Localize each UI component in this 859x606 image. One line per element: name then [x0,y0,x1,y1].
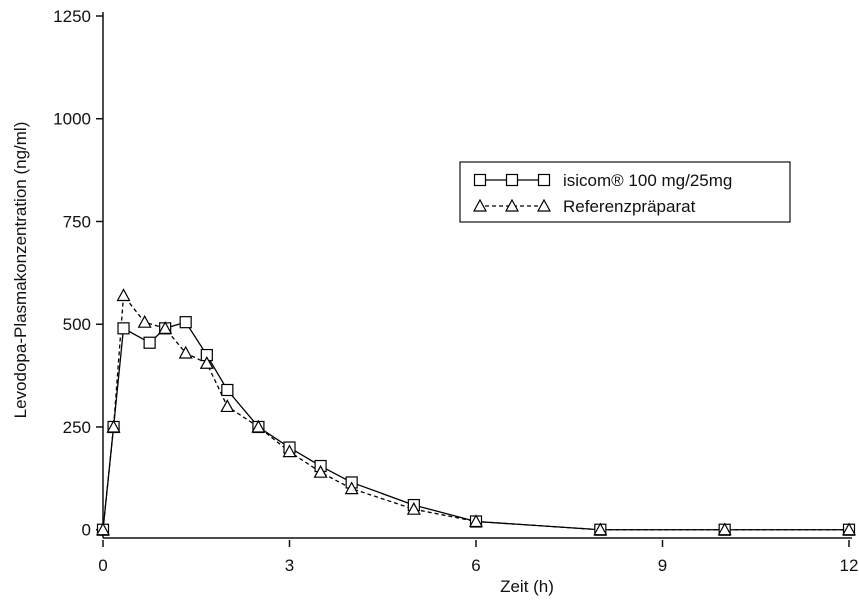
legend-marker [473,173,487,187]
legend-marker [505,173,519,187]
data-point [178,345,193,359]
data-point [406,501,421,515]
data-point [95,522,111,536]
series-line [102,321,849,531]
legend-marker [504,198,520,212]
data-point [143,336,156,349]
data-point [468,514,484,528]
y-tick-label: 500 [63,315,91,334]
legend [459,161,791,223]
y-tick-label: 250 [63,418,91,437]
y-tick-label: 1250 [53,7,91,26]
y-tick-label: 0 [82,521,91,540]
data-point [841,522,857,536]
x-axis-label: Zeit (h) [500,577,554,596]
x-tick-label: 6 [471,556,480,575]
data-point [593,522,608,536]
data-point [117,322,130,335]
y-tick-label: 1000 [53,110,91,129]
data-point [313,464,328,478]
data-point [717,522,732,536]
x-tick-label: 0 [98,556,107,575]
data-point [344,481,359,495]
data-point [221,383,234,397]
legend-marker [537,173,551,187]
legend-label: isicom® 100 mg/25mg [563,171,732,190]
x-tick-label: 12 [840,556,859,575]
legend-label: Referenzpräparat [563,197,696,216]
data-point [106,419,121,433]
data-point [199,356,214,369]
x-tick-label: 3 [285,556,294,575]
data-point [116,288,131,302]
data-point [179,316,192,329]
data-point [220,399,235,413]
data-point [137,314,152,328]
legend-marker [536,198,552,212]
series-line [102,293,849,531]
x-tick-label: 9 [658,556,667,575]
legend-marker [472,198,488,212]
y-axis-label: Levodopa-Plasmakonzentration (ng/ml) [11,122,30,419]
data-point [158,321,173,334]
data-point [282,444,297,458]
y-tick-label: 750 [63,212,91,231]
data-point [251,419,266,433]
